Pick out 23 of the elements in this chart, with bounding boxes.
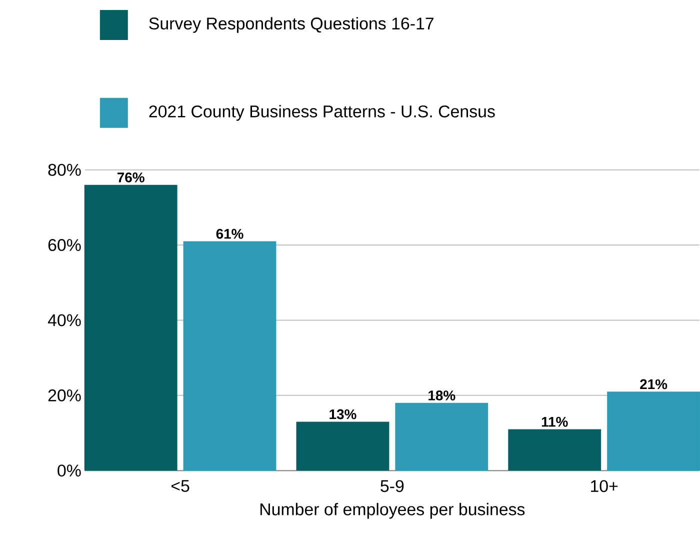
bar (508, 429, 602, 471)
y-tick-label: 60% (48, 239, 81, 252)
x-tick-label: <5 (171, 480, 190, 492)
data-label: 13% (330, 410, 356, 420)
bar (607, 392, 700, 471)
data-label: 11% (542, 417, 568, 427)
bar (296, 422, 390, 471)
legend-label: 2021 County Business Patterns - U.S. Census (149, 105, 495, 122)
x-tick-label: 5-9 (380, 480, 404, 492)
data-label: 76% (117, 172, 144, 183)
legend-label: Survey Respondents Questions 16-17 (149, 17, 434, 34)
bar (84, 185, 178, 471)
y-tick-label: 0% (58, 464, 81, 477)
data-label: 61% (216, 229, 244, 239)
bar (183, 242, 276, 471)
y-tick-label: 20% (48, 390, 81, 402)
bar (395, 403, 488, 471)
data-label: 18% (428, 390, 456, 401)
x-axis-title: Number of employees per business (260, 503, 525, 519)
y-tick-label: 80% (48, 164, 81, 176)
x-tick-label: 10+ (591, 480, 618, 492)
data-label: 21% (640, 380, 668, 390)
y-tick-label: 40% (48, 314, 81, 326)
